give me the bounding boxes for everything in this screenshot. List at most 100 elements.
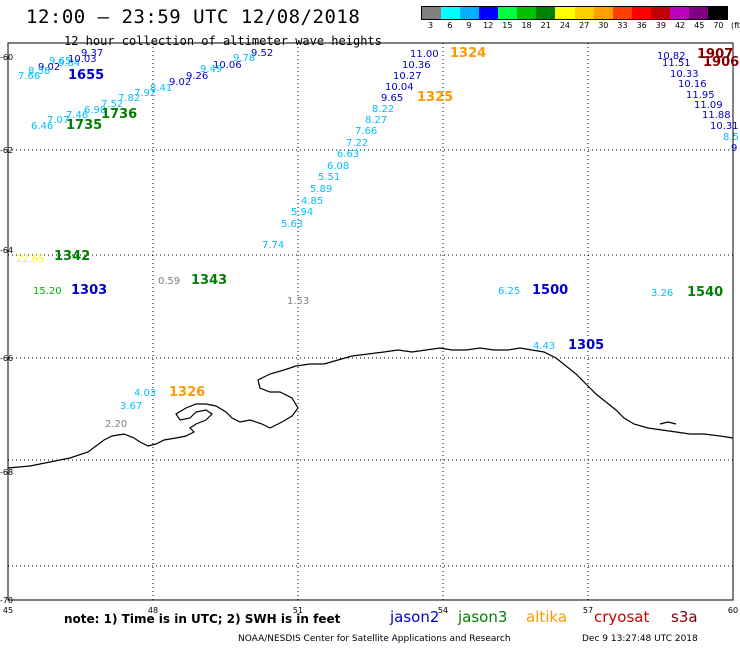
- colorbar: [421, 6, 728, 20]
- wave-height-label: 8.22: [372, 104, 394, 115]
- wave-height-label: 10.06: [213, 60, 242, 71]
- colorbar-swatch: [707, 7, 727, 19]
- colorbar-swatch: [498, 7, 518, 19]
- colorbar-swatch: [650, 7, 670, 19]
- pass-time-label: 1342: [54, 249, 90, 264]
- wave-height-label: 7.82: [118, 93, 140, 104]
- wave-height-label: 11.00: [410, 49, 439, 60]
- pass-time-label: 1303: [71, 283, 107, 298]
- wave-height-label: 9.02: [38, 62, 60, 73]
- wave-height-label: 9.52: [251, 48, 273, 59]
- wave-height-label: 7.66: [355, 126, 377, 137]
- wave-height-label: 0.59: [158, 276, 180, 287]
- colorbar-tick-label: 45: [694, 21, 705, 30]
- pass-time-label: 1907: [697, 47, 733, 62]
- colorbar-tick-label: 9: [466, 21, 472, 30]
- wave-height-label: 9.37: [81, 48, 103, 59]
- colorbar-swatch: [460, 7, 480, 19]
- satellite-legend-cryosat: cryosat: [594, 608, 650, 626]
- colorbar-swatch: [517, 7, 537, 19]
- wave-height-label: 4.43: [533, 341, 555, 352]
- wave-height-label: 9.84: [58, 58, 80, 69]
- colorbar-swatch: [612, 7, 632, 19]
- wave-height-label: 4.85: [301, 196, 323, 207]
- x-tick-label: 54: [438, 606, 448, 615]
- wave-height-label: 11.09: [694, 100, 723, 111]
- y-tick-label: -68: [0, 468, 13, 477]
- colorbar-tick-label: 27: [579, 21, 590, 30]
- wave-height-label: 10.82: [657, 51, 686, 62]
- colorbar-tick-label: 24: [559, 21, 570, 30]
- colorbar-swatch: [669, 7, 689, 19]
- wave-height-label: 7.66: [18, 71, 40, 82]
- wave-height-label: 9.65: [49, 56, 71, 67]
- colorbar-swatch: [574, 7, 594, 19]
- wave-height-label: 10.03: [68, 54, 97, 65]
- wave-height-label: 22.65: [16, 254, 45, 265]
- wave-height-label: 9.78: [233, 53, 255, 64]
- wave-height-label: 9.02: [169, 77, 191, 88]
- colorbar-swatch: [688, 7, 708, 19]
- wave-height-label: 6.63: [337, 149, 359, 160]
- colorbar-tick-label: 70: [713, 21, 724, 30]
- colorbar-tick-label: 18: [521, 21, 532, 30]
- x-tick-label: 45: [3, 606, 13, 615]
- footnote: note: 1) Time is in UTC; 2) SWH is in fe…: [64, 612, 341, 626]
- wave-height-label: 10.27: [393, 71, 422, 82]
- wave-height-label: 9.26: [186, 71, 208, 82]
- pass-time-label: 1324: [450, 46, 486, 61]
- wave-height-label: 8.41: [150, 83, 172, 94]
- wave-height-label: 2.20: [105, 419, 127, 430]
- pass-time-label: 1906: [703, 55, 739, 70]
- wave-height-label: 10.36: [402, 60, 431, 71]
- colorbar-swatch: [555, 7, 575, 19]
- wave-height-label: 7.52: [101, 99, 123, 110]
- satellite-legend-altika: altika: [526, 608, 568, 626]
- colorbar-tick-label: 39: [655, 21, 666, 30]
- wave-height-label: 5.51: [318, 172, 340, 183]
- colorbar-unit: (ft): [730, 21, 740, 30]
- wave-height-label: 9.49: [200, 64, 222, 75]
- generated-timestamp: Dec 9 13:27:48 UTC 2018: [582, 634, 698, 644]
- colorbar-tick-label: 42: [674, 21, 686, 30]
- satellite-legend-jason3: jason3: [458, 608, 508, 626]
- colorbar-tick-label: 21: [540, 21, 551, 30]
- satellite-legend-jason2: jason2: [390, 608, 440, 626]
- colorbar-tick-label: 3: [428, 21, 434, 30]
- wave-height-label: 10.16: [678, 79, 707, 90]
- wave-height-label: 7.46: [66, 110, 88, 121]
- y-tick-label: -62: [0, 146, 13, 155]
- wave-height-label: 8.5: [723, 132, 739, 143]
- coastline-islet: [659, 421, 677, 425]
- wave-height-label: 6.46: [31, 121, 53, 132]
- wave-height-label: 11.88: [702, 110, 731, 121]
- y-tick-label: -70: [0, 596, 13, 605]
- colorbar-tick-label: 30: [598, 21, 609, 30]
- wave-height-label: 6.90: [84, 105, 106, 116]
- x-tick-label: 48: [148, 606, 158, 615]
- map-frame: [7, 42, 734, 601]
- pass-time-label: 1305: [568, 338, 604, 353]
- coastline: [7, 347, 734, 469]
- wave-height-label: 7.92: [134, 88, 156, 99]
- pass-time-label: 1500: [532, 283, 568, 298]
- wave-height-label: 4.03: [134, 388, 156, 399]
- wave-height-label: 10.31: [710, 121, 739, 132]
- wave-height-label: 7.74: [262, 240, 284, 251]
- pass-time-label: 1735: [66, 118, 102, 133]
- wave-height-label: 7.07: [47, 115, 69, 126]
- wave-height-label: 3.26: [651, 288, 673, 299]
- wave-height-label: 6.08: [327, 161, 349, 172]
- map-subtitle: 12 hour collection of altimeter wave hei…: [64, 34, 382, 48]
- pass-time-label: 1655: [68, 68, 104, 83]
- wave-height-label: 6.25: [498, 286, 520, 297]
- colorbar-swatch: [479, 7, 499, 19]
- colorbar-tick-label: 12: [483, 21, 494, 30]
- pass-time-label: 1326: [169, 385, 205, 400]
- colorbar-tick-label: 33: [617, 21, 628, 30]
- wave-height-label: 5.94: [291, 207, 313, 218]
- map-title: 12:00 – 23:59 UTC 12/08/2018: [26, 6, 361, 28]
- wave-height-label: 8.58: [28, 66, 50, 77]
